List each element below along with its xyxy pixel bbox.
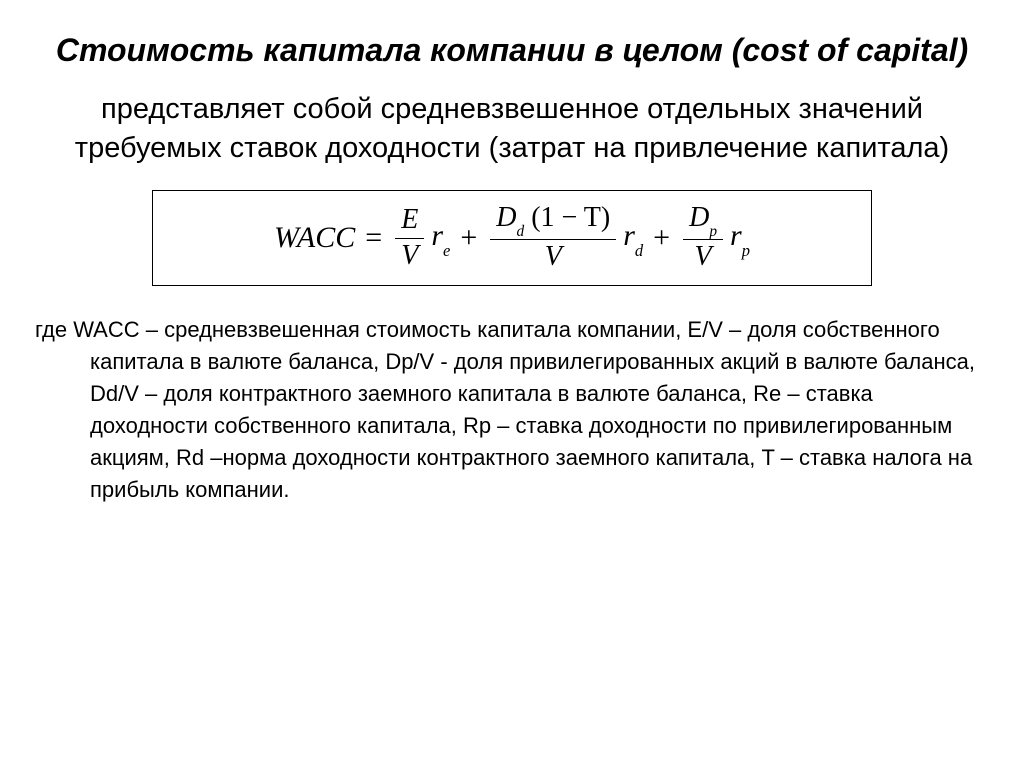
frac3-num-sub: p — [709, 223, 717, 240]
frac1-den: V — [395, 239, 424, 272]
coef2-base: r — [623, 219, 635, 252]
frac3-num: Dp — [683, 203, 723, 241]
frac2-num: Dd (1 − T) — [490, 203, 616, 241]
formula-legend: где WACC – средневзвешенная стоимость ка… — [35, 314, 989, 505]
frac3-num-base: D — [689, 202, 709, 233]
frac2-num-b: (1 − T) — [531, 202, 610, 233]
fraction-2: Dd (1 − T) V — [490, 203, 616, 273]
frac2-den: V — [539, 240, 568, 273]
frac2-num-a-sub: d — [516, 223, 524, 240]
fraction-3: Dp V — [683, 203, 723, 273]
coef3-sub: p — [742, 241, 750, 260]
formula-container: WACC = E V re + Dd (1 − T) V rd + Dp V — [152, 190, 872, 286]
formula-lhs: WACC — [274, 221, 355, 255]
wacc-formula: WACC = E V re + Dd (1 − T) V rd + Dp V — [173, 203, 851, 273]
slide-subtitle: представляет собой средневзвешенное отде… — [35, 90, 989, 168]
coef2-sub: d — [635, 241, 643, 260]
coef1-base: r — [431, 219, 443, 252]
slide-title: Стоимость капитала компании в целом (cos… — [35, 30, 989, 72]
coef-1: re — [431, 219, 450, 257]
frac1-num: E — [395, 205, 424, 239]
frac2-num-a: D — [496, 202, 516, 233]
coef-3: rp — [730, 219, 750, 257]
coef3-base: r — [730, 219, 742, 252]
coef1-sub: e — [443, 241, 450, 260]
plus-1: + — [460, 221, 477, 255]
fraction-1: E V — [395, 205, 424, 272]
coef-2: rd — [623, 219, 643, 257]
equals-sign: = — [365, 221, 382, 255]
plus-2: + — [653, 221, 670, 255]
frac3-den: V — [689, 240, 718, 273]
